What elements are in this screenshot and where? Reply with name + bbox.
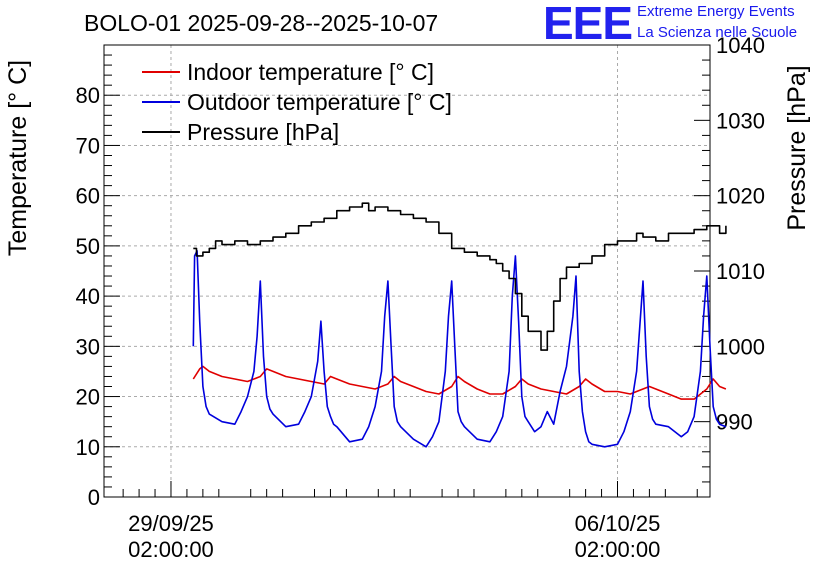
legend: Indoor temperature [° C] Outdoor temperat…	[142, 59, 452, 145]
series-group	[192, 202, 727, 448]
y-tick-label: 40	[76, 284, 100, 309]
y2-tick-label: 1030	[716, 108, 765, 133]
chart-title: BOLO-01 2025-09-28--2025-10-07	[84, 10, 439, 36]
y-tick-label: 0	[88, 485, 100, 510]
y2-axis-label: Pressure [hPa]	[783, 65, 811, 230]
x-tick-label-time: 02:00:00	[575, 537, 661, 562]
legend-label: Outdoor temperature [° C]	[187, 89, 452, 115]
outdoor-temperature-line	[192, 250, 727, 448]
y-axis-label: Temperature [° C]	[4, 60, 32, 256]
y-tick-label: 80	[76, 83, 100, 108]
legend-label: Indoor temperature [° C]	[187, 59, 434, 85]
y2-tick-label: 1000	[716, 334, 765, 359]
y-tick-label: 10	[76, 435, 100, 460]
axes: 0102030405060708099010001010102010301040…	[76, 33, 765, 562]
indoor-temperature-line	[192, 365, 727, 400]
y2-tick-label: 990	[716, 410, 753, 435]
logo-caption-line1: Extreme Energy Events	[637, 3, 795, 20]
y2-tick-label: 1010	[716, 259, 765, 284]
x-tick-label-date: 29/09/25	[128, 511, 214, 536]
y-tick-label: 50	[76, 234, 100, 259]
grid	[104, 45, 710, 497]
y2-tick-label: 1040	[716, 33, 765, 58]
logo-caption-line2: La Scienza nelle Scuole	[637, 24, 798, 41]
y-tick-label: 30	[76, 334, 100, 359]
x-tick-label-time: 02:00:00	[128, 537, 214, 562]
eee-logo: EEE	[543, 0, 633, 49]
y-tick-label: 20	[76, 385, 100, 410]
x-tick-label-date: 06/10/25	[575, 511, 661, 536]
pressure-line	[193, 202, 727, 351]
legend-label: Pressure [hPa]	[187, 119, 339, 145]
y-tick-label: 70	[76, 133, 100, 158]
y2-tick-label: 1020	[716, 184, 765, 209]
y-tick-label: 60	[76, 184, 100, 209]
